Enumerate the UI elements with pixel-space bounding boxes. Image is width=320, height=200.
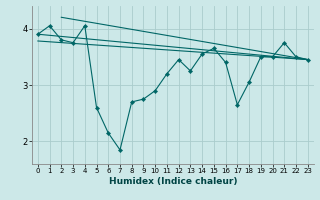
X-axis label: Humidex (Indice chaleur): Humidex (Indice chaleur) [108, 177, 237, 186]
